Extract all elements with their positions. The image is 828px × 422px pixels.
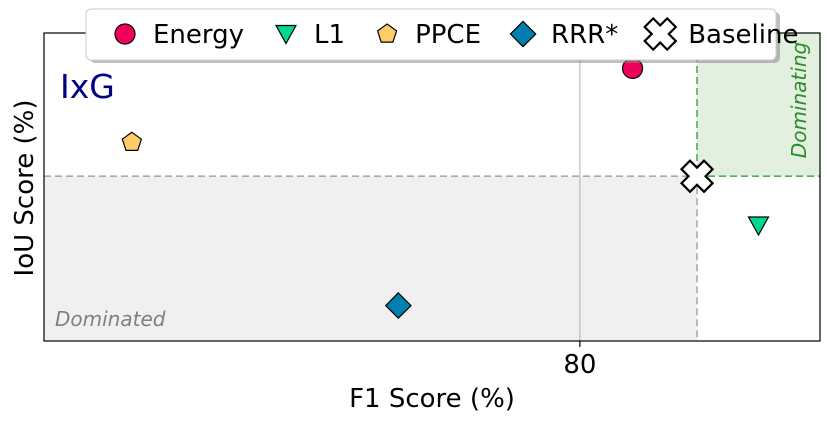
legend-marker-baseline — [643, 16, 678, 52]
point-ppce — [121, 131, 143, 151]
legend-label: PPCE — [415, 20, 481, 50]
panel-label: IxG — [60, 67, 115, 106]
dominating-region-label: Dominating — [787, 42, 811, 158]
legend-label: L1 — [314, 20, 345, 50]
legend-marker-energy — [114, 23, 136, 45]
legend-label: Energy — [153, 20, 244, 50]
marks-layer — [121, 57, 770, 320]
legend-label: Baseline — [688, 20, 798, 50]
x-tick-label: 80 — [563, 350, 596, 380]
legend-marker-rrr — [509, 20, 537, 48]
legend-box — [85, 8, 777, 61]
x-axis-ticks: 80 — [563, 341, 596, 380]
legend-marker-ppce — [376, 23, 398, 43]
dominated-region-label: Dominated — [55, 307, 166, 331]
y-axis-label: IoU Score (%) — [10, 100, 40, 277]
region-layer — [44, 33, 820, 341]
point-baseline — [679, 159, 715, 194]
dominated-region — [44, 176, 698, 341]
legend-marker-l1 — [274, 24, 298, 45]
point-l1 — [747, 216, 770, 237]
legend-items: Energy L1 PPCE RRR* Baseline — [114, 16, 798, 52]
point-rrr — [384, 292, 412, 320]
legend-label: RRR* — [551, 20, 618, 50]
x-axis-label: F1 Score (%) — [349, 384, 515, 414]
legend: Energy L1 PPCE RRR* Baseline — [85, 8, 798, 63]
